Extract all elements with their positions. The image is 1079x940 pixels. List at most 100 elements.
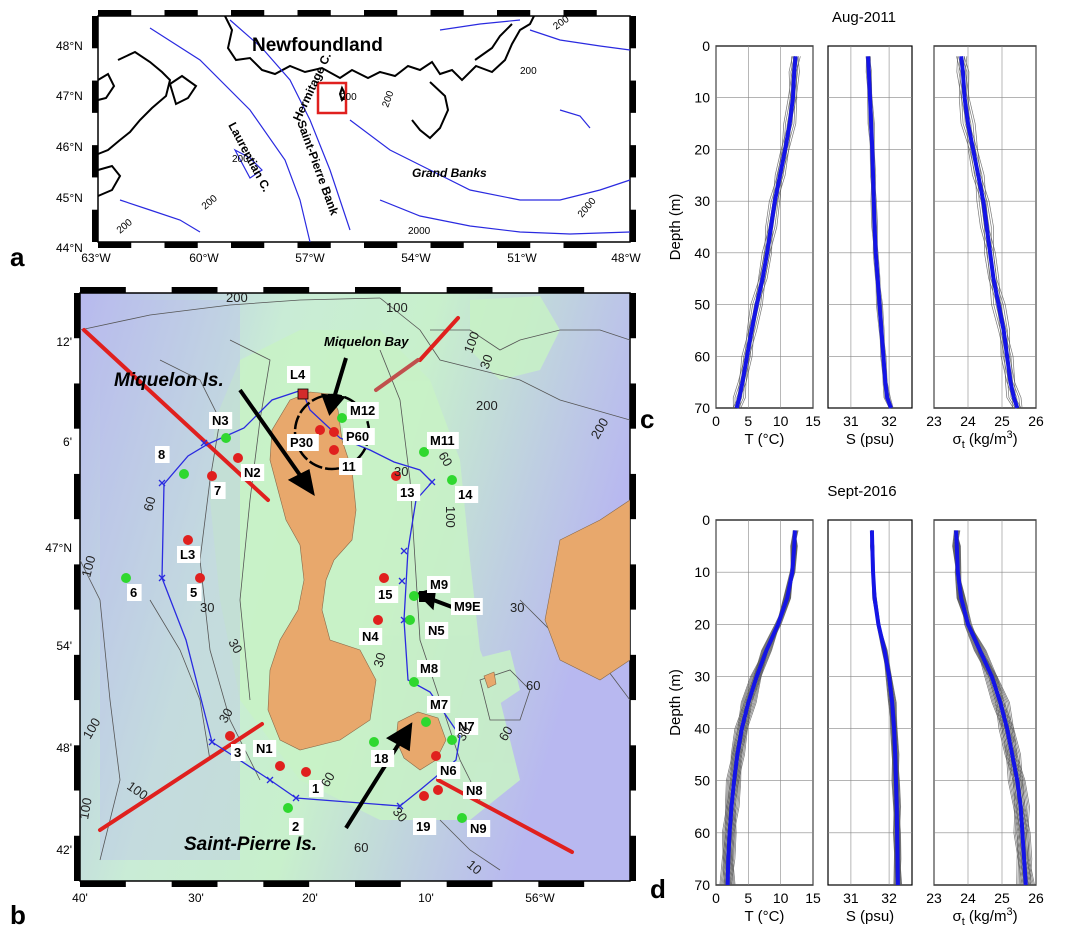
station-7-label: 7 [211, 482, 226, 499]
border-tick [74, 564, 80, 610]
contour-label: 2000 [408, 226, 431, 237]
station-label-text: 14 [458, 487, 473, 502]
station-6-dot [121, 573, 131, 583]
contour-label: 30 [454, 723, 474, 743]
lat-tick: 47°N [56, 89, 83, 103]
x-tick-label: 32 [881, 413, 897, 429]
station-18-label: 18 [371, 750, 395, 767]
lat-tick: 48' [56, 741, 72, 755]
x-tick-label: 31 [843, 890, 859, 906]
station-M9E-marker [419, 591, 430, 602]
station-label-text: N5 [428, 623, 445, 638]
station-N8-label: N8 [463, 782, 487, 799]
station-1-dot [301, 767, 311, 777]
profile-panel: 0 5 10 15 0 10 20 30 40 50 60 70 T (°C) [694, 38, 821, 448]
map-b-checkered-border [74, 287, 636, 887]
station-N9-dot [457, 813, 467, 823]
station-N5-label: N5 [425, 622, 449, 639]
contour-label: 60 [526, 678, 540, 693]
station-19-dot [419, 791, 429, 801]
profile-row-title: Sept-2016 [827, 483, 896, 500]
station-label-bg [425, 622, 449, 639]
border-tick [355, 881, 401, 887]
station-label-text: N9 [470, 821, 487, 836]
station-label-text: 18 [374, 751, 388, 766]
x-axis-label: σt (kg/m3) [952, 906, 1017, 928]
station-M11-label: M11 [427, 432, 459, 449]
border-tick [80, 287, 126, 293]
lat-tick: 45°N [56, 191, 83, 205]
contour-label: 60 [140, 495, 158, 513]
x-axis-label: S (psu) [846, 908, 894, 925]
contour-label: 200 [340, 92, 357, 103]
station-2-dot [283, 803, 293, 813]
station-M12-label: M12 [347, 402, 379, 419]
cast-line [732, 56, 793, 409]
lon-tick: 60°W [189, 251, 219, 265]
contour-label: 30 [510, 600, 524, 615]
cast-line [964, 56, 1023, 409]
station-label-text: P30 [290, 435, 313, 450]
cast-line [720, 530, 796, 886]
station-label-bg [359, 628, 383, 645]
station-3-label: 3 [231, 744, 246, 761]
map-a-frame [97, 15, 631, 243]
contour-label: 30 [477, 352, 496, 371]
station-N2-dot [233, 453, 243, 463]
station-label-bg [427, 696, 451, 713]
station-label-bg [177, 546, 201, 563]
label-grand-banks: Grand Banks [412, 166, 487, 180]
border-tick [263, 881, 310, 887]
miquelon-bay-section [374, 358, 420, 392]
station-5-label: 5 [187, 584, 202, 601]
station-N7-dot [447, 735, 457, 745]
station-6-label: 6 [127, 584, 142, 601]
station-label-text: N1 [256, 741, 273, 756]
border-tick [446, 287, 493, 293]
cast-line [719, 530, 795, 886]
border-tick [630, 209, 636, 242]
border-tick [74, 654, 80, 701]
y-tick-label: 40 [694, 245, 710, 261]
contour-label: 100 [78, 554, 98, 579]
border-tick [297, 242, 331, 248]
contour-label: 30 [394, 464, 408, 479]
x-tick-label: 15 [805, 890, 821, 906]
station-L3-dot [183, 535, 193, 545]
lon-tick: 63°W [81, 251, 111, 265]
station-label-bg [451, 598, 483, 615]
station-label-text: M8 [420, 661, 438, 676]
border-tick [92, 209, 98, 242]
station-1-label: 1 [309, 780, 324, 797]
contour-label: 200 [226, 290, 248, 305]
station-M9E-label: M9E [451, 598, 483, 615]
station-18-dot [369, 737, 379, 747]
station-label-text: M11 [430, 433, 455, 448]
lat-tick: 6' [63, 435, 72, 449]
station-N6-dot [431, 751, 441, 761]
station-label-bg [211, 482, 226, 499]
lon-tick: 51°W [507, 251, 537, 265]
station-label-text: M7 [430, 697, 448, 712]
x-tick-label: 23 [926, 413, 942, 429]
station-label-text: P60 [346, 429, 369, 444]
station-label-bg [467, 820, 491, 837]
map-b-contours [80, 297, 630, 871]
station-N5-dot [405, 615, 415, 625]
y-tick-label: 50 [694, 297, 710, 313]
border-tick [231, 242, 265, 248]
contour-label: 100 [386, 300, 408, 315]
label-newfoundland: Newfoundland [252, 35, 383, 56]
station-label-text: N3 [212, 413, 229, 428]
lat-tick: 48°N [56, 39, 83, 53]
border-tick [630, 473, 636, 520]
mean-profile-line [734, 56, 798, 409]
border-tick [231, 10, 265, 16]
border-tick [92, 16, 98, 49]
border-tick [164, 10, 198, 16]
lat-tick: 54' [56, 639, 72, 653]
cast-line [953, 530, 1020, 886]
